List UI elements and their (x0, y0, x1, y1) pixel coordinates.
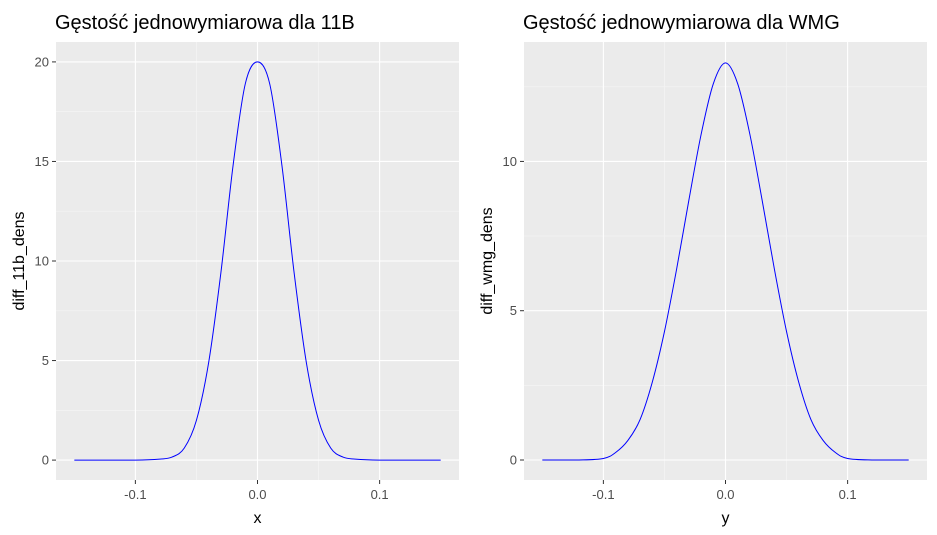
y-tick-label: 10 (35, 254, 49, 269)
x-tick-label: 0.0 (248, 487, 266, 502)
y-tick-label: 20 (35, 54, 49, 69)
density-line-11b (74, 61, 441, 461)
y-tick-label: 15 (35, 154, 49, 169)
x-tick-label: -0.1 (124, 487, 146, 502)
y-tick-label: 5 (510, 303, 517, 318)
chart-wmg: Gęstość jednowymiarowa dla WMG -0.1 0.0 0.… (479, 12, 927, 527)
x-axis-title: x (254, 510, 262, 527)
density-line-wmg (542, 62, 909, 461)
x-tick-label: 0.1 (371, 487, 389, 502)
chart-11b: Gęstość jednowymiarowa dla 11B -0.1 0.0 0.… (11, 12, 459, 527)
y-tick-label: 10 (503, 154, 517, 169)
x-tick-label: -0.1 (592, 487, 614, 502)
y-axis-title: diff_wmg_dens (479, 207, 496, 314)
y-tick-label: 5 (42, 353, 49, 368)
y-tick-label: 0 (42, 453, 49, 468)
x-axis-title: y (722, 510, 730, 527)
x-axis-ticks: -0.1 0.0 0.1 (124, 480, 389, 502)
y-axis-title: diff_11b_dens (11, 211, 28, 310)
chart-title: Gęstość jednowymiarowa dla WMG (523, 12, 840, 34)
x-axis-ticks: -0.1 0.0 0.1 (592, 480, 857, 502)
y-tick-label: 0 (510, 452, 517, 467)
y-axis-ticks: 0 5 10 (503, 154, 524, 467)
x-tick-label: 0.1 (839, 487, 857, 502)
y-axis-ticks: 0 5 10 15 20 (35, 54, 56, 468)
chart-title: Gęstość jednowymiarowa dla 11B (55, 12, 355, 34)
x-tick-label: 0.0 (716, 487, 734, 502)
